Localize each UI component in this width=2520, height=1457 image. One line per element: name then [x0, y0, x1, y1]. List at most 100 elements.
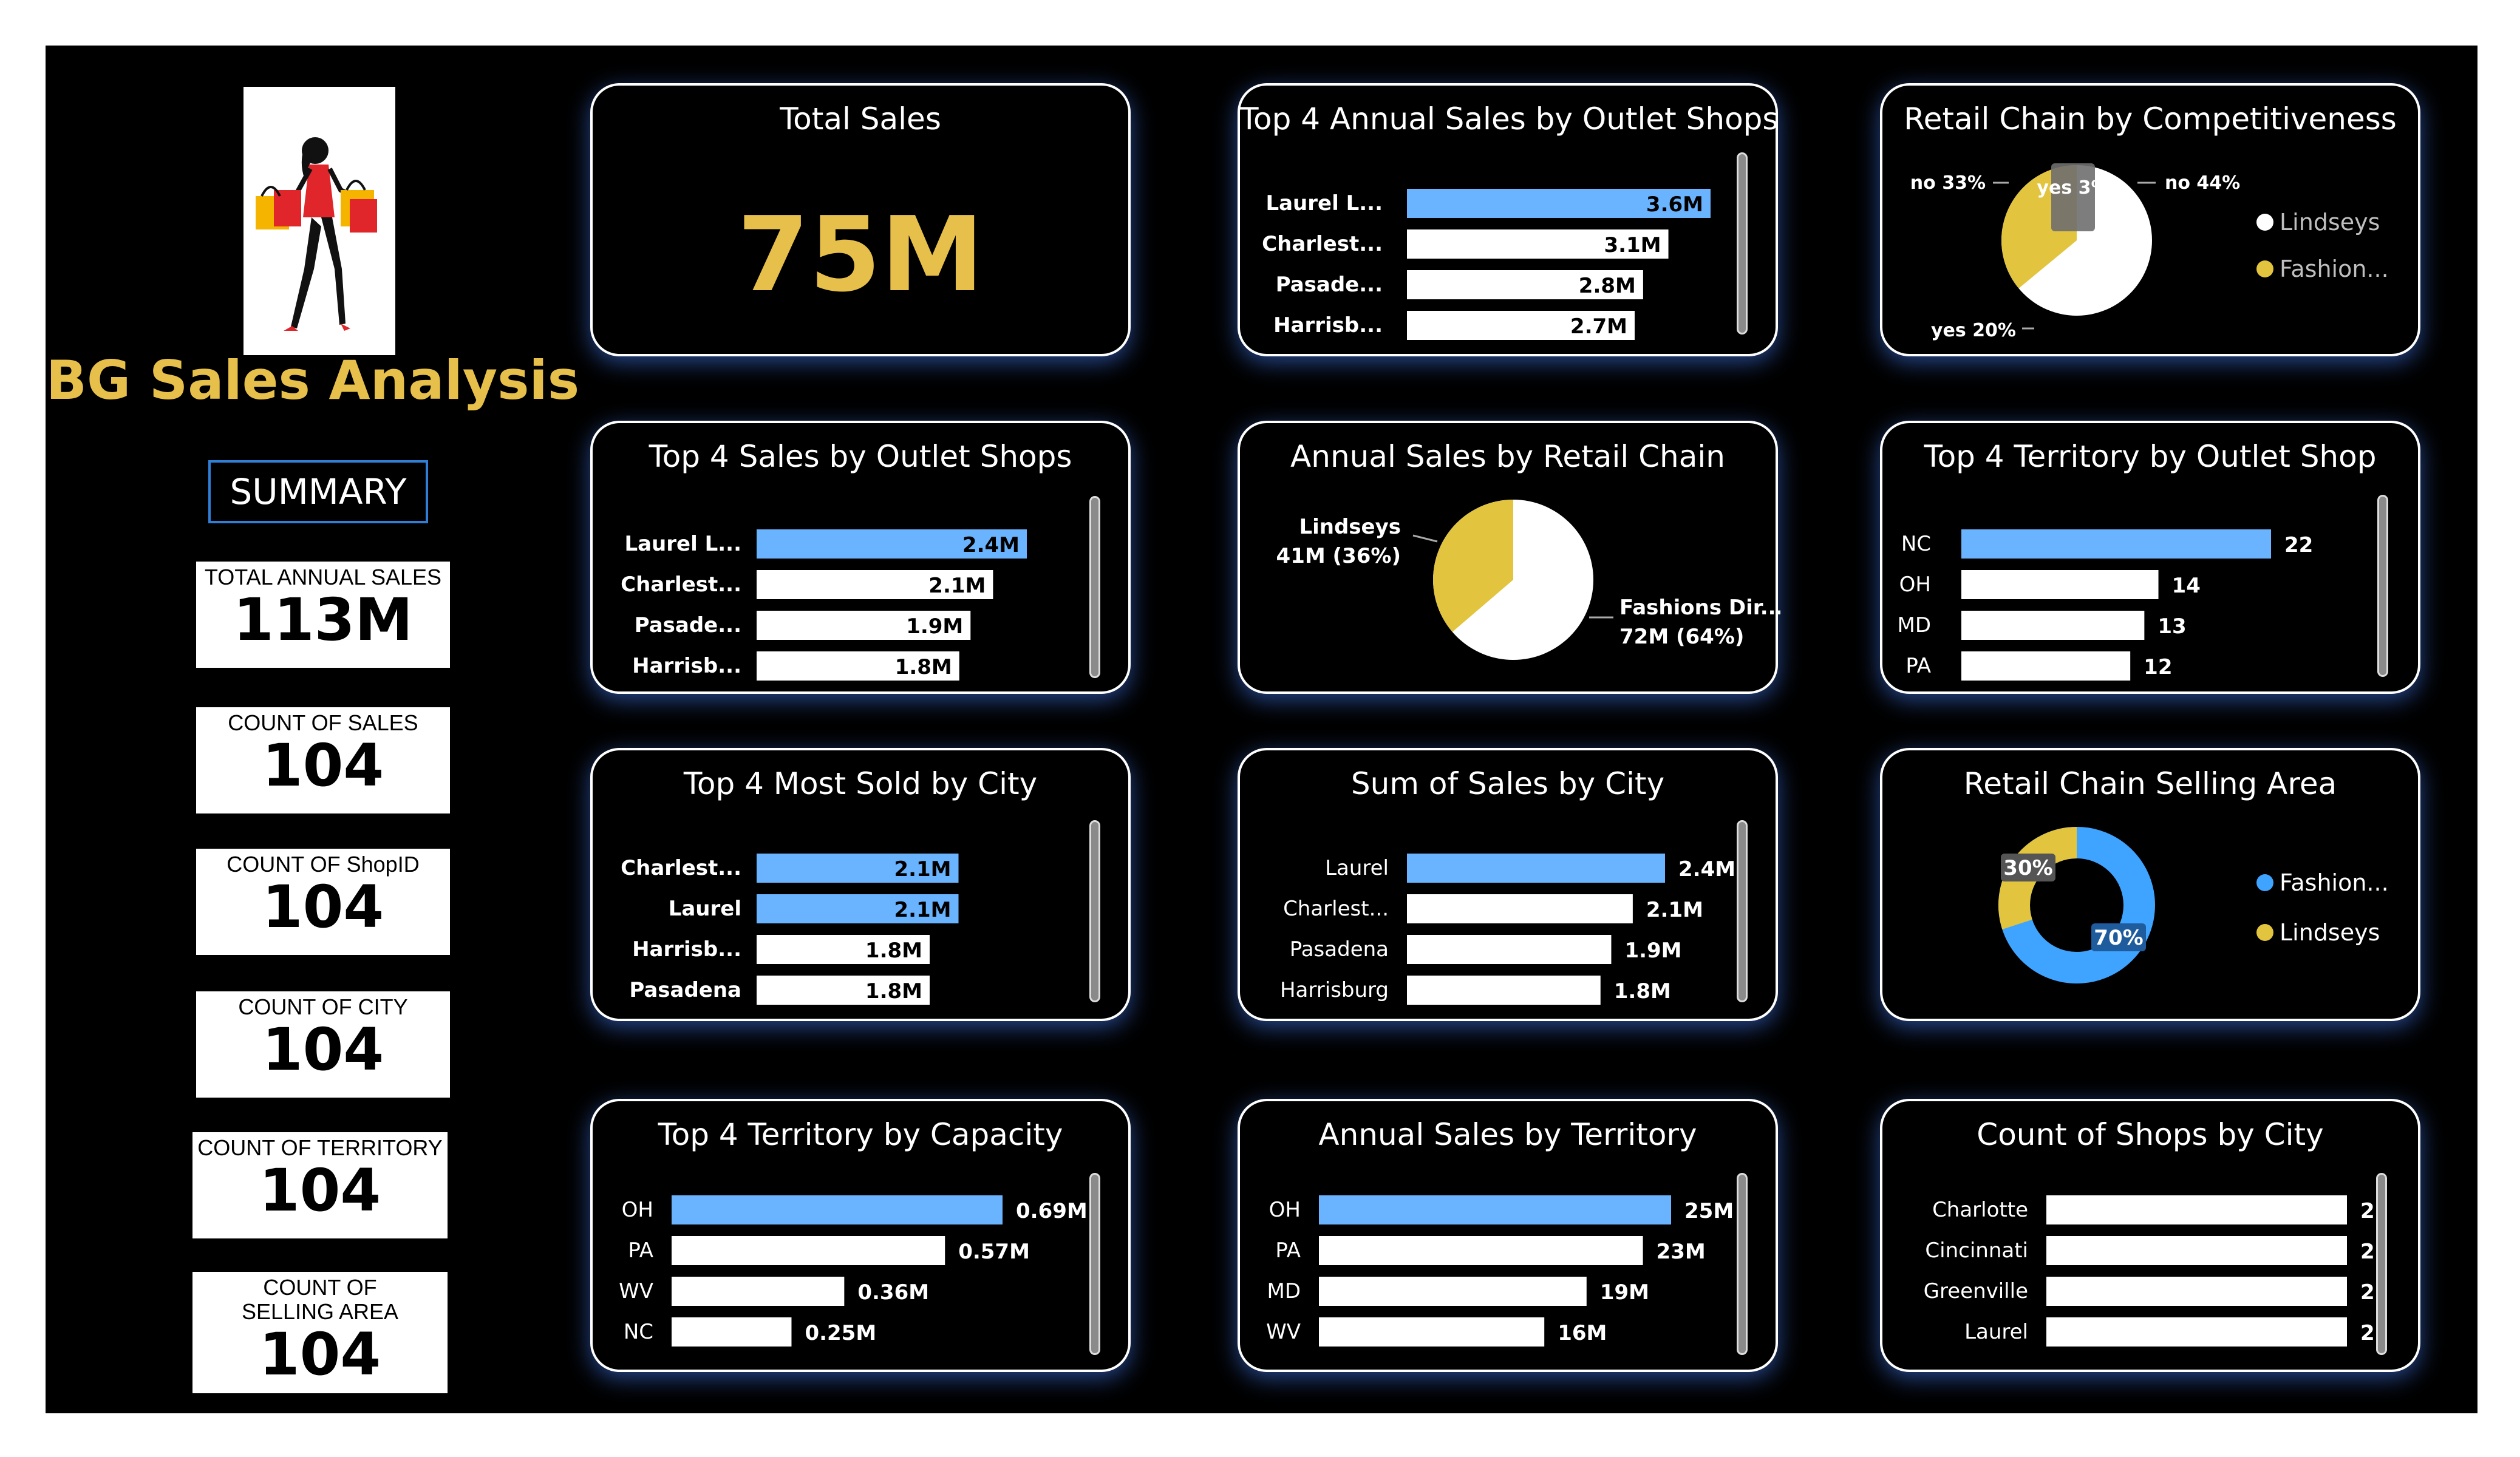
bar — [672, 1277, 845, 1306]
data-label: 2.1M — [894, 857, 951, 881]
bar — [1407, 894, 1633, 923]
data-label: 2 — [2360, 1199, 2375, 1223]
category-label: PA — [628, 1238, 653, 1263]
kpi-count-of-selling-area: COUNT OF SELLING AREA 104 — [192, 1272, 448, 1393]
data-label: 2 — [2360, 1321, 2375, 1345]
legend-label: Fashion... — [2280, 869, 2389, 896]
legend-dot-lindseys — [2256, 214, 2273, 231]
data-label: 23M — [1657, 1240, 1706, 1264]
category-label: Laurel — [1325, 856, 1389, 880]
category-label: Pasade... — [1276, 273, 1383, 297]
data-label: 2.7M — [1570, 314, 1627, 339]
category-label: OH — [1269, 1198, 1301, 1222]
annual-sales-outlet-card[interactable]: Top 4 Annual Sales by Outlet Shops Laure… — [1238, 83, 1778, 356]
kpi-value: 113M — [233, 586, 413, 654]
annual-sales-territory-chart: OH 25M PA 23M MD 19M WV 16M — [1266, 1195, 1734, 1347]
bar — [2046, 1236, 2347, 1265]
dashboard-canvas: BG Sales Analysis SUMMARY TOTAL ANNUAL S… — [46, 46, 2477, 1413]
card-title: Annual Sales by Retail Chain — [1290, 439, 1725, 474]
slice-label: yes 20% — [1931, 320, 2016, 341]
bar — [1407, 311, 1635, 340]
kpi-value: 104 — [259, 1156, 381, 1224]
selling-area-card[interactable]: Retail Chain Selling Area 30% 70% Fashio… — [1880, 748, 2420, 1021]
category-label: Charlotte — [1932, 1198, 2028, 1222]
card-title: Top 4 Sales by Outlet Shops — [649, 439, 1072, 474]
retail-chain-pie-chart: Lindseys 41M (36%) Fashions Dir... 72M (… — [1276, 500, 1780, 660]
data-label: 2.1M — [928, 574, 986, 598]
data-label: 1.9M — [906, 614, 963, 639]
bar — [672, 1236, 945, 1265]
bar — [672, 1195, 1003, 1224]
pie-slice-lindseys — [1433, 500, 1513, 632]
data-label: 0.25M — [805, 1321, 876, 1345]
kpi-count-of-sales: COUNT OF SALES 104 — [196, 707, 450, 813]
bar — [757, 894, 959, 923]
bar — [1407, 854, 1665, 883]
data-label: 2.1M — [894, 898, 951, 922]
kpi-total-annual-sales: TOTAL ANNUAL SALES 113M — [196, 562, 450, 668]
slice-label: 30% — [2003, 856, 2052, 880]
category-label: WV — [1266, 1320, 1301, 1344]
scrollbar[interactable] — [1089, 820, 1100, 1002]
card-title: Top 4 Annual Sales by Outlet Shops — [1240, 101, 1779, 137]
data-label: 2.4M — [962, 533, 1020, 557]
most-sold-city-card[interactable]: Top 4 Most Sold by City Charlest... 2.1M L… — [590, 748, 1131, 1021]
kpi-label: COUNT OF TERRITORY — [197, 1135, 443, 1160]
scrollbar[interactable] — [1737, 1173, 1748, 1355]
bar — [757, 651, 959, 681]
total-sales-card[interactable]: Total Sales 75M — [590, 83, 1131, 356]
legend-dot-fashion — [2256, 874, 2273, 891]
summary-button[interactable]: SUMMARY — [208, 460, 428, 523]
category-label: MD — [1267, 1279, 1301, 1303]
legend-label: Fashion... — [2280, 256, 2389, 282]
data-label: 25M — [1684, 1199, 1734, 1223]
annual-sales-retail-chain-card[interactable]: Annual Sales by Retail Chain Lindseys 41… — [1238, 421, 1780, 694]
annual-sales-outlet-chart: Laurel L... 3.6M Charlest... 3.1M Pasade... 2… — [1262, 189, 1711, 340]
scrollbar[interactable] — [1737, 820, 1748, 1002]
sidebar: BG Sales Analysis SUMMARY TOTAL ANNUAL S… — [46, 46, 580, 1413]
sum-sales-city-card[interactable]: Sum of Sales by City Laurel 2.4M Charlest.… — [1238, 748, 1778, 1021]
kpi-count-of-shopid: COUNT OF ShopID 104 — [196, 849, 450, 955]
scrollbar[interactable] — [2377, 495, 2388, 677]
data-label: 16M — [1558, 1321, 1607, 1345]
scrollbar[interactable] — [1089, 1173, 1100, 1355]
tooltip-yes-3 — [2051, 163, 2095, 231]
category-label: NC — [624, 1320, 653, 1344]
kpi-count-of-city: COUNT OF CITY 104 — [196, 991, 450, 1098]
competitiveness-card[interactable]: Retail Chain by Competitiveness yes 3% n… — [1880, 83, 2420, 356]
data-label: 13 — [2157, 614, 2186, 639]
most-sold-city-chart: Charlest... 2.1M Laurel 2.1M Harrisb... 1.8M P… — [621, 854, 959, 1005]
data-label: 2 — [2360, 1280, 2375, 1305]
annual-sales-territory-card[interactable]: Annual Sales by Territory OH 25M PA 23M MD 19… — [1238, 1099, 1778, 1372]
slice-label: Lindseys — [1299, 515, 1401, 539]
data-label: 14 — [2172, 574, 2201, 598]
scrollbar[interactable] — [1737, 152, 1748, 335]
category-label: Harrisb... — [1273, 313, 1383, 338]
kpi-label: COUNT OF CITY — [238, 994, 408, 1019]
legend-dot-lindseys — [2256, 924, 2273, 941]
card-title: Annual Sales by Territory — [1318, 1117, 1697, 1152]
category-label: Harrisb... — [632, 937, 741, 962]
sum-sales-city-chart: Laurel 2.4M Charlest... 2.1M Pasadena 1.9M Har… — [1280, 854, 1735, 1005]
territory-outlet-card[interactable]: Top 4 Territory by Outlet Shop NC 22 OH 14 M… — [1880, 421, 2420, 694]
card-title: Top 4 Most Sold by City — [683, 766, 1038, 801]
bar — [1961, 651, 2131, 681]
category-label: Harrisb... — [632, 654, 741, 678]
category-label: Laurel — [669, 897, 741, 921]
data-label: 1.8M — [865, 939, 922, 963]
bar — [1407, 976, 1601, 1005]
scrollbar[interactable] — [2376, 1173, 2387, 1355]
data-label: 3.1M — [1604, 233, 1661, 257]
shops-city-card[interactable]: Count of Shops by City Charlotte 2 Cincinn… — [1880, 1099, 2420, 1372]
kpi-value: 104 — [262, 732, 384, 800]
bar — [672, 1317, 792, 1347]
scrollbar[interactable] — [1089, 496, 1100, 678]
category-label: Laurel — [1964, 1320, 2028, 1344]
territory-capacity-card[interactable]: Top 4 Territory by Capacity OH 0.69M PA 0.5… — [590, 1099, 1131, 1372]
sales-outlet-chart: Laurel L... 2.4M Charlest... 2.1M Pasade... 1… — [621, 529, 1027, 681]
bar — [757, 854, 959, 883]
data-label: 0.69M — [1016, 1199, 1088, 1223]
card-title: Retail Chain Selling Area — [1963, 766, 2337, 801]
sales-outlet-card[interactable]: Top 4 Sales by Outlet Shops Laurel L... 2… — [590, 421, 1131, 694]
kpi-count-of-territory: COUNT OF TERRITORY 104 — [192, 1132, 448, 1238]
